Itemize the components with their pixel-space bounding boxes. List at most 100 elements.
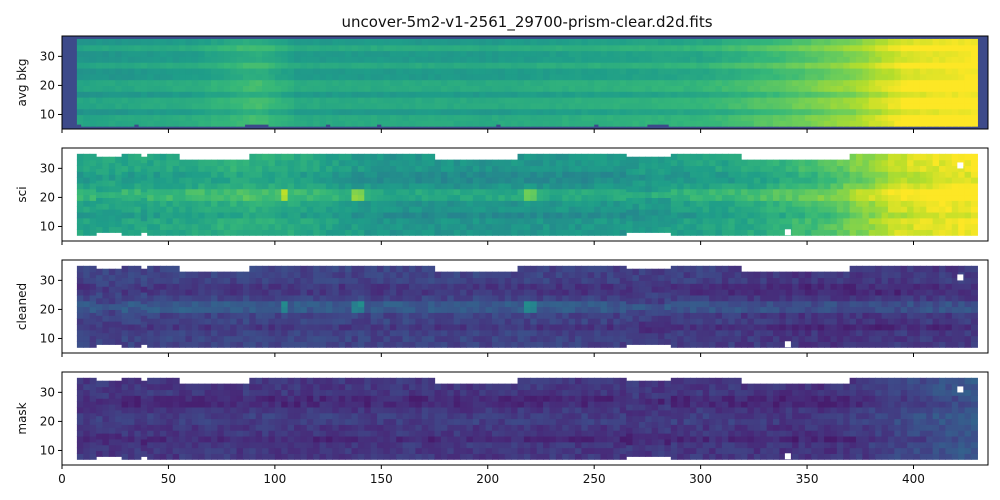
pixel-cell bbox=[632, 220, 640, 228]
pixel-cell bbox=[734, 217, 742, 225]
pixel-cell bbox=[217, 79, 225, 86]
pixel-cell bbox=[728, 85, 736, 92]
pixel-cell bbox=[172, 85, 180, 92]
pixel-cell bbox=[638, 168, 646, 175]
pixel-cell bbox=[300, 62, 308, 69]
pixel-cell bbox=[626, 73, 634, 81]
pixel-cell bbox=[389, 153, 397, 161]
pixel-cell bbox=[383, 223, 391, 230]
pixel-cell bbox=[204, 67, 212, 75]
pixel-cell bbox=[179, 206, 187, 213]
pixel-cell bbox=[913, 85, 921, 92]
pixel-cell bbox=[428, 102, 436, 110]
pixel-cell bbox=[804, 159, 812, 167]
pixel-cell bbox=[115, 226, 123, 233]
pixel-cell bbox=[415, 97, 423, 104]
pixel-cell bbox=[626, 197, 634, 204]
pixel-cell bbox=[159, 194, 167, 201]
pixel-cell bbox=[926, 79, 934, 86]
pixel-cell bbox=[741, 108, 749, 116]
pixel-cell bbox=[408, 114, 416, 121]
pixel-cell bbox=[709, 97, 717, 104]
pixel-cell bbox=[434, 206, 442, 213]
pixel-cell bbox=[166, 177, 174, 184]
pixel-cell bbox=[357, 102, 365, 110]
pixel-cell bbox=[696, 56, 704, 63]
pixel-cell bbox=[587, 91, 595, 98]
pixel-cell bbox=[357, 217, 365, 225]
pixel-cell bbox=[127, 211, 135, 219]
pixel-cell bbox=[606, 38, 614, 46]
pixel-cell bbox=[447, 62, 455, 69]
pixel-cell bbox=[862, 85, 870, 92]
pixel-cell bbox=[332, 277, 340, 284]
pixel-cell bbox=[287, 79, 295, 86]
pixel-cell bbox=[338, 177, 346, 184]
pixel-cell bbox=[785, 50, 793, 57]
pixel-cell bbox=[332, 120, 340, 127]
pixel-cell bbox=[294, 188, 302, 196]
pixel-cell bbox=[204, 91, 212, 98]
pixel-cell bbox=[332, 283, 340, 290]
pixel-cell bbox=[773, 50, 780, 57]
pixel-cell bbox=[370, 108, 378, 116]
pixel-cell bbox=[83, 67, 91, 75]
pixel-cell bbox=[919, 50, 927, 57]
pixel-cell bbox=[460, 223, 468, 230]
pixel-cell bbox=[798, 171, 806, 178]
pixel-cell bbox=[281, 188, 289, 196]
pixel-cell bbox=[817, 229, 825, 236]
pixel-cell bbox=[211, 188, 218, 196]
pixel-cell bbox=[134, 277, 142, 284]
pixel-cell bbox=[421, 50, 429, 57]
pixel-cell bbox=[153, 200, 161, 207]
pixel-cell bbox=[632, 214, 640, 222]
pixel-cell bbox=[894, 188, 902, 196]
pixel-cell bbox=[185, 188, 193, 196]
pixel-cell bbox=[568, 171, 576, 178]
pixel-cell bbox=[325, 323, 333, 331]
pixel-cell bbox=[453, 217, 461, 225]
pixel-cell bbox=[440, 206, 448, 213]
pixel-cell bbox=[428, 271, 436, 279]
pixel-cell bbox=[242, 102, 250, 110]
pixel-cell bbox=[613, 108, 621, 116]
pixel-cell bbox=[306, 194, 314, 201]
y-tick-label: 20 bbox=[40, 78, 55, 92]
pixel-cell bbox=[734, 171, 742, 178]
pixel-cell bbox=[351, 114, 359, 121]
pixel-cell bbox=[115, 56, 123, 63]
pixel-cell bbox=[396, 289, 404, 296]
pixel-cell bbox=[460, 188, 468, 196]
pixel-cell bbox=[498, 102, 506, 110]
pixel-cell bbox=[894, 97, 902, 104]
pixel-cell bbox=[319, 73, 327, 81]
pixel-cell bbox=[472, 294, 480, 302]
pixel-cell bbox=[689, 200, 697, 207]
pixel-cell bbox=[696, 229, 704, 236]
pixel-cell bbox=[856, 223, 864, 230]
pixel-cell bbox=[115, 297, 123, 305]
pixel-cell bbox=[223, 114, 231, 121]
pixel-cell bbox=[198, 229, 206, 236]
pixel-cell bbox=[766, 177, 774, 184]
pixel-cell bbox=[536, 188, 544, 196]
pixel-cell bbox=[153, 56, 161, 63]
pixel-cell bbox=[926, 200, 934, 207]
pixel-cell bbox=[211, 177, 218, 184]
pixel-cell bbox=[153, 335, 161, 342]
pixel-cell bbox=[268, 318, 276, 325]
pixel-cell bbox=[140, 67, 148, 75]
pixel-cell bbox=[702, 56, 710, 63]
pixel-cell bbox=[555, 120, 563, 127]
pixel-cell bbox=[453, 85, 461, 92]
pixel-cell bbox=[415, 341, 423, 348]
pixel-cell bbox=[440, 277, 448, 284]
pixel-cell bbox=[274, 283, 282, 290]
pixel-cell bbox=[147, 223, 155, 230]
pixel-cell bbox=[223, 120, 231, 127]
pixel-cell bbox=[492, 300, 499, 308]
pixel-cell bbox=[364, 323, 372, 331]
pixel-cell bbox=[926, 153, 934, 161]
pixel-cell bbox=[242, 91, 250, 98]
